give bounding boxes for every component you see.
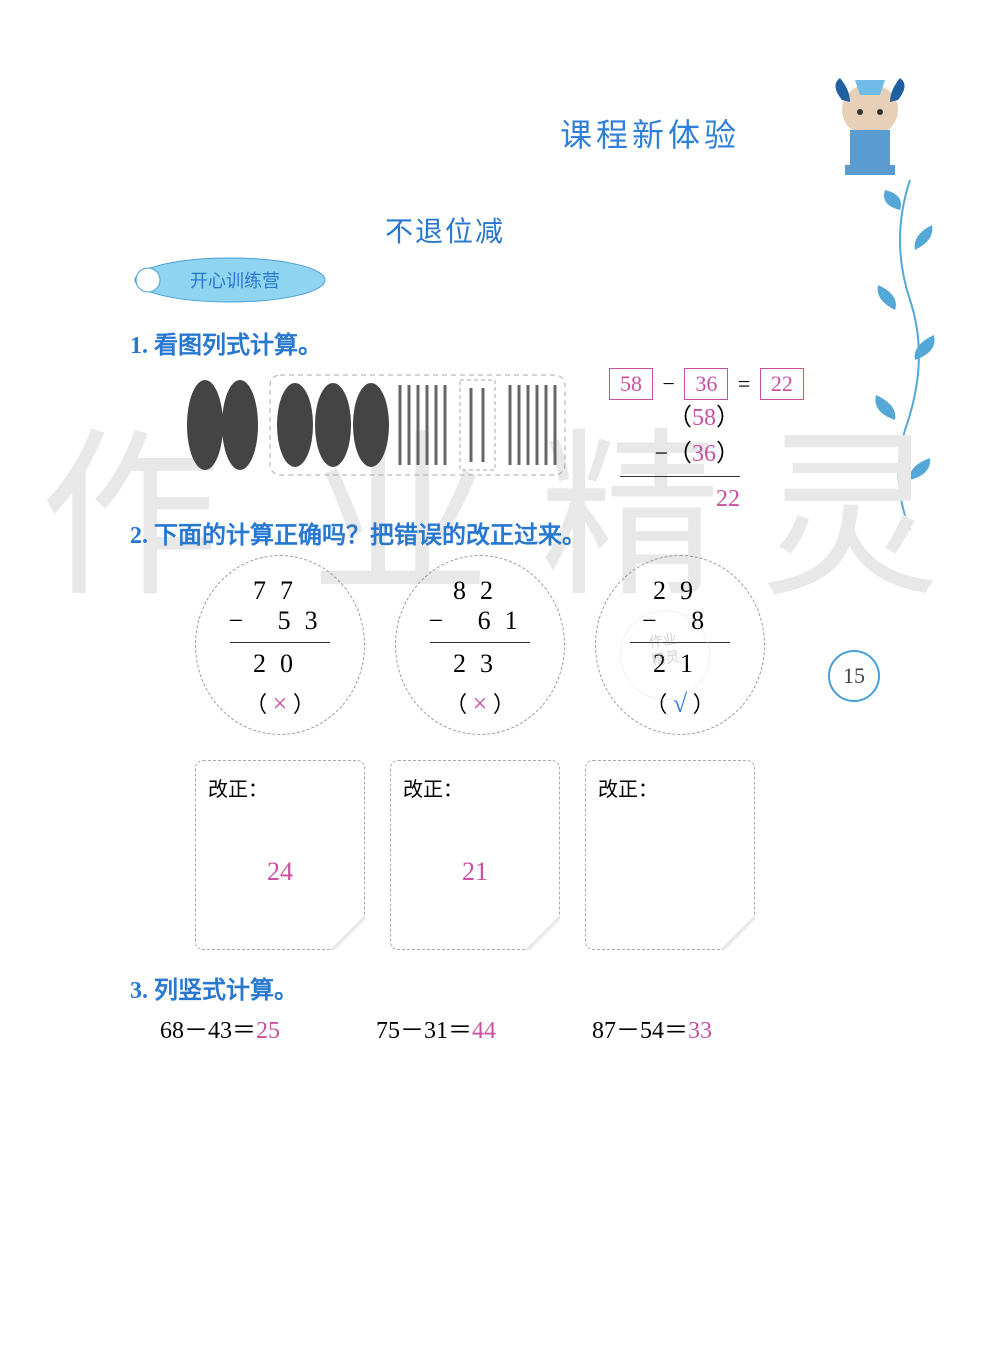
q1-vertical-calc: （58） −（36） 22 <box>620 400 740 517</box>
svg-text:开心训练营: 开心训练营 <box>190 271 280 291</box>
q1-equation: 58 − 36 = 22 <box>605 368 808 400</box>
eq-operand-a: 58 <box>609 368 653 400</box>
q3-label: 3. 列竖式计算。 <box>130 970 298 1005</box>
q2-correction-1: 改正： 24 <box>195 760 365 950</box>
eq-result: 22 <box>760 368 804 400</box>
q2-correction-2: 改正： 21 <box>390 760 560 950</box>
q1-label: 1. 看图列式计算。 <box>130 325 322 360</box>
eq-minus: − <box>663 371 675 396</box>
q2-label: 2. 下面的计算正确吗？把错误的改正过来。 <box>130 515 586 550</box>
q2-calc-1: 77 − 53 20 （ × ） <box>195 555 365 735</box>
eq-equals: = <box>738 371 750 396</box>
page-number-badge: 15 <box>828 650 880 702</box>
section-title: 不退位减 <box>385 210 505 250</box>
series-title: 课程新体验 <box>560 110 740 156</box>
q2-calc-2: 82 − 61 23 （ × ） <box>395 555 565 735</box>
q2-correction-3: 改正： <box>585 760 755 950</box>
q3-expressions: 68－43＝25 75－31＝44 87－54＝33 <box>160 1010 802 1045</box>
mascot-icon <box>820 70 920 190</box>
eq-operand-b: 36 <box>684 368 728 400</box>
vine-decoration-icon <box>860 180 940 530</box>
camp-banner-icon: 开心训练营 <box>130 255 330 305</box>
sticks-diagram-icon <box>175 370 575 480</box>
